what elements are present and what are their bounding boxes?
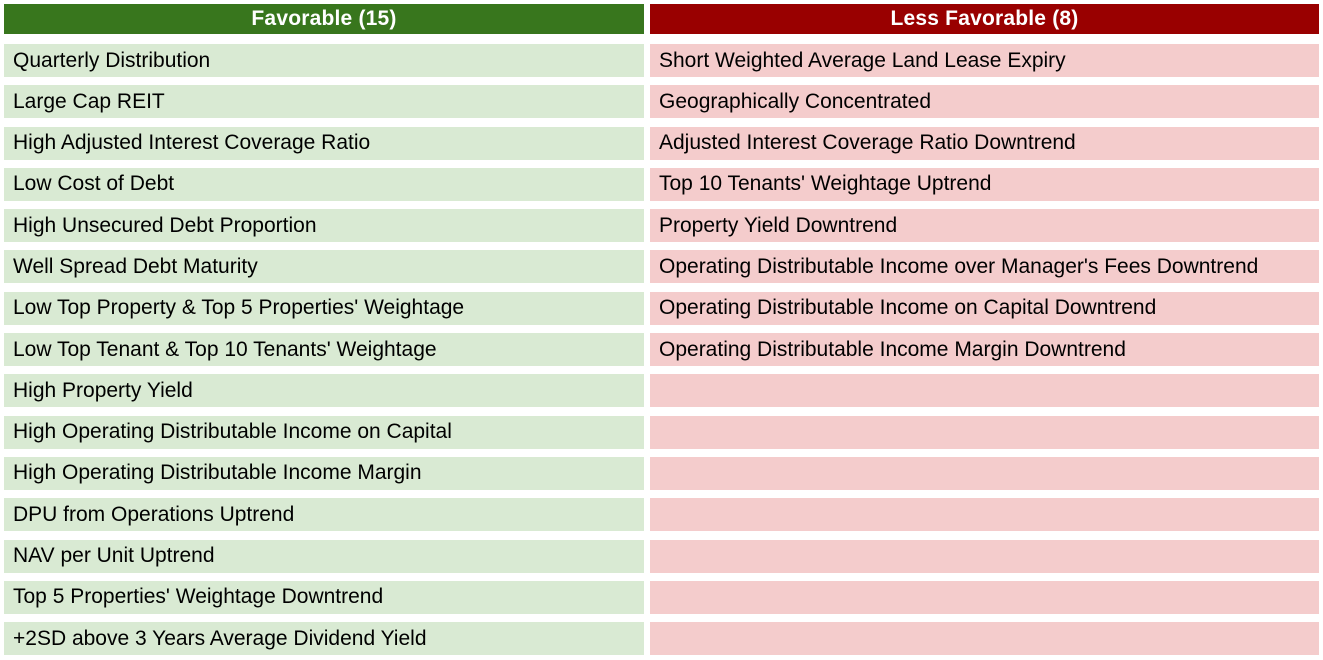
row-label: Geographically Concentrated	[659, 89, 931, 113]
row-label: High Property Yield	[13, 378, 193, 402]
favorable-header: Favorable (15)	[4, 4, 644, 34]
row-label: Short Weighted Average Land Lease Expiry	[659, 48, 1066, 72]
row-label: High Operating Distributable Income on C…	[13, 420, 452, 444]
less-favorable-rows: Short Weighted Average Land Lease Expiry…	[650, 44, 1319, 656]
favorable-row: High Operating Distributable Income on C…	[4, 415, 644, 449]
less-favorable-column: Less Favorable (8) Short Weighted Averag…	[650, 4, 1319, 656]
row-label: Top 10 Tenants' Weightage Uptrend	[659, 172, 992, 196]
favorable-row: High Unsecured Debt Proportion	[4, 209, 644, 243]
favorable-row: Quarterly Distribution	[4, 44, 644, 77]
row-label: High Operating Distributable Income Marg…	[13, 461, 422, 485]
favorable-column: Favorable (15) Quarterly Distribution Lar…	[4, 4, 644, 656]
row-label: Quarterly Distribution	[13, 48, 211, 72]
row-label: Well Spread Debt Maturity	[13, 254, 258, 278]
favorable-rows: Quarterly Distribution Large Cap REIT High…	[4, 44, 644, 656]
row-label: Adjusted Interest Coverage Ratio Downtre…	[659, 131, 1076, 155]
favorable-row: NAV per Unit Uptrend	[4, 539, 644, 573]
less-favorable-row: Property Yield Downtrend	[650, 209, 1319, 243]
less-favorable-row	[650, 498, 1319, 532]
less-favorable-row: Short Weighted Average Land Lease Expiry	[650, 44, 1319, 77]
row-label: High Adjusted Interest Coverage Ratio	[13, 131, 371, 155]
favorable-row: Low Top Property & Top 5 Properties' Wei…	[4, 291, 644, 325]
favorable-row: High Adjusted Interest Coverage Ratio	[4, 126, 644, 160]
less-favorable-row: Geographically Concentrated	[650, 85, 1319, 119]
favorable-row: DPU from Operations Uptrend	[4, 498, 644, 532]
favorable-row: Top 5 Properties' Weightage Downtrend	[4, 580, 644, 614]
row-label: NAV per Unit Uptrend	[13, 544, 215, 568]
less-favorable-row: Top 10 Tenants' Weightage Uptrend	[650, 167, 1319, 201]
row-label: DPU from Operations Uptrend	[13, 502, 295, 526]
favorable-row: Large Cap REIT	[4, 85, 644, 119]
row-label: +2SD above 3 Years Average Dividend Yiel…	[13, 626, 427, 650]
row-label: Operating Distributable Income Margin Do…	[659, 337, 1126, 361]
less-favorable-row	[650, 622, 1319, 656]
row-label: High Unsecured Debt Proportion	[13, 213, 317, 237]
favorable-row: +2SD above 3 Years Average Dividend Yiel…	[4, 622, 644, 656]
less-favorable-row: Operating Distributable Income on Capita…	[650, 291, 1319, 325]
favorable-row: Low Top Tenant & Top 10 Tenants' Weighta…	[4, 333, 644, 367]
row-label: Large Cap REIT	[13, 89, 165, 113]
less-favorable-row	[650, 580, 1319, 614]
less-favorable-row: Operating Distributable Income Margin Do…	[650, 333, 1319, 367]
row-label: Low Top Tenant & Top 10 Tenants' Weighta…	[13, 337, 437, 361]
less-favorable-row	[650, 539, 1319, 573]
row-label: Low Top Property & Top 5 Properties' Wei…	[13, 296, 465, 320]
row-label: Operating Distributable Income over Mana…	[659, 254, 1259, 278]
less-favorable-row	[650, 456, 1319, 490]
favorable-row: High Operating Distributable Income Marg…	[4, 456, 644, 490]
row-label: Operating Distributable Income on Capita…	[659, 296, 1157, 320]
less-favorable-row	[650, 374, 1319, 408]
row-label: Property Yield Downtrend	[659, 213, 898, 237]
favorable-row: High Property Yield	[4, 374, 644, 408]
favorable-row: Low Cost of Debt	[4, 167, 644, 201]
row-label: Low Cost of Debt	[13, 172, 175, 196]
less-favorable-header: Less Favorable (8)	[650, 4, 1319, 34]
less-favorable-row: Operating Distributable Income over Mana…	[650, 250, 1319, 284]
less-favorable-row	[650, 415, 1319, 449]
less-favorable-row: Adjusted Interest Coverage Ratio Downtre…	[650, 126, 1319, 160]
favorable-row: Well Spread Debt Maturity	[4, 250, 644, 284]
row-label: Top 5 Properties' Weightage Downtrend	[13, 585, 384, 609]
